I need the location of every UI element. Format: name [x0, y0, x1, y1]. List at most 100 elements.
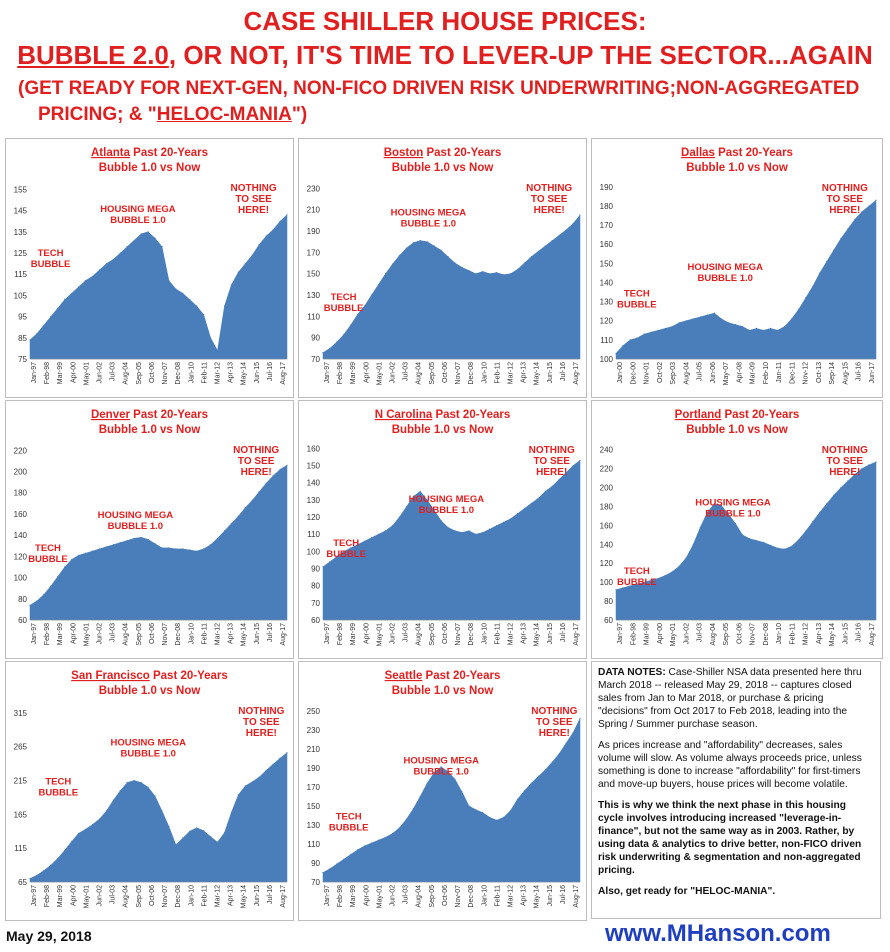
data-point — [475, 809, 477, 811]
data-point — [579, 214, 581, 216]
chart-annotation: TECH BUBBLE — [31, 248, 71, 270]
data-point — [461, 266, 463, 268]
chart-title: N Carolina Past 20-Years — [375, 409, 511, 421]
data-point — [770, 327, 772, 329]
data-point — [175, 844, 177, 846]
data-point — [496, 819, 498, 821]
x-tick-label: Mar-99 — [350, 362, 357, 384]
annotation-line: TO SEE — [531, 194, 568, 205]
x-tick-label: Feb-98 — [630, 623, 637, 645]
data-point — [579, 717, 581, 719]
data-point — [230, 284, 232, 286]
data-point — [140, 781, 142, 784]
data-point — [671, 325, 673, 328]
data-point — [523, 507, 525, 510]
data-point — [50, 316, 52, 318]
x-tick-label: Apr-13 — [228, 623, 235, 644]
x-tick-label: Jan-10 — [776, 623, 783, 645]
chart-title: Atlanta Past 20-Years — [91, 147, 208, 159]
data-point — [43, 324, 45, 326]
annotation-line: HOUSING MEGA — [391, 208, 467, 219]
data-point — [713, 312, 715, 314]
x-tick-label: Jan-00 — [617, 362, 624, 384]
data-point — [210, 337, 212, 339]
data-point — [210, 836, 212, 838]
data-point — [71, 840, 73, 842]
chart-title-suffix: Past 20-Years — [432, 409, 510, 421]
x-tick-label: Aug-17 — [573, 362, 580, 385]
x-tick-label: Jun-15 — [254, 623, 261, 645]
data-point — [558, 234, 560, 236]
data-point — [503, 274, 505, 276]
data-point — [98, 269, 101, 271]
y-tick-label: 170 — [307, 248, 321, 257]
data-point — [196, 827, 198, 829]
chart-subtitle: Bubble 1.0 vs Now — [686, 162, 788, 174]
x-tick-label: Jun-02 — [390, 623, 397, 645]
data-point — [713, 503, 715, 505]
data-point — [496, 525, 498, 527]
annotation-line: BUBBLE 1.0 — [401, 219, 456, 230]
data-point — [482, 812, 484, 814]
data-point — [168, 825, 170, 828]
x-tick-label: Feb-10 — [763, 362, 770, 384]
data-point — [175, 548, 177, 550]
y-tick-label: 145 — [14, 207, 28, 216]
data-point — [447, 526, 449, 528]
x-tick-label: Sep-05 — [136, 623, 143, 646]
data-point — [391, 525, 394, 527]
data-point — [741, 534, 744, 536]
page-subtitle-line-1: (GET READY FOR NEXT-GEN, NON-FICO DRIVEN… — [18, 78, 860, 99]
data-point — [223, 832, 226, 834]
x-tick-label: Nov-07 — [455, 885, 462, 908]
x-tick-label: Aug-04 — [683, 362, 690, 385]
chart-subtitle: Bubble 1.0 vs Now — [686, 424, 788, 436]
chart-svg: San Francisco Past 20-Years Bubble 1.0 vs… — [14, 670, 288, 908]
x-tick-label: Aug-17 — [280, 885, 287, 908]
data-point — [622, 587, 624, 589]
data-point — [615, 352, 617, 354]
x-tick-label: Jun-15 — [254, 885, 261, 907]
y-tick-label: 220 — [600, 465, 614, 474]
data-point — [78, 832, 80, 834]
data-point — [237, 271, 239, 273]
annotation-line: TECH — [333, 538, 359, 549]
data-point — [516, 513, 519, 515]
x-tick-label: Mar-12 — [215, 623, 222, 645]
chart-annotation: HOUSING MEGA BUBBLE 1.0 — [687, 262, 763, 284]
data-point — [36, 874, 38, 876]
footer-website-link[interactable]: www.MHanson.com — [605, 920, 831, 947]
x-tick-label: Apr-13 — [521, 885, 528, 906]
x-tick-label: Apr-13 — [816, 623, 823, 644]
x-tick-label: Aug-17 — [573, 885, 580, 908]
data-point — [622, 345, 624, 347]
data-point — [336, 555, 338, 558]
x-tick-label: May-01 — [376, 885, 383, 908]
chart-annotation: TECH BUBBLE — [326, 538, 366, 560]
series-area — [29, 214, 288, 360]
data-point — [182, 292, 184, 294]
x-tick-label: Jul-16 — [856, 623, 863, 642]
data-point — [57, 575, 59, 578]
x-tick-label: Jan-10 — [481, 362, 488, 384]
annotation-line: NOTHING — [822, 183, 868, 194]
data-point — [433, 772, 435, 774]
y-tick-label: 140 — [14, 531, 28, 540]
data-point — [343, 333, 345, 336]
data-point — [378, 839, 380, 841]
chart-title: Portland Past 20-Years — [675, 409, 800, 421]
x-tick-label: Feb-98 — [337, 362, 344, 384]
data-point — [475, 273, 477, 275]
chart-svg: Atlanta Past 20-Years Bubble 1.0 vs Now 75… — [14, 147, 288, 385]
y-tick-label: 140 — [307, 479, 321, 488]
annotation-line: TECH — [38, 248, 64, 259]
x-tick-label: Aug-17 — [280, 623, 287, 646]
data-point — [791, 318, 793, 320]
y-tick-label: 60 — [604, 616, 613, 625]
data-point — [64, 299, 66, 301]
data-point — [565, 742, 567, 744]
chart-svg: Seattle Past 20-Years Bubble 1.0 vs Now 70… — [307, 670, 581, 908]
data-point — [322, 566, 324, 568]
x-tick-label: Jun-02 — [97, 623, 104, 645]
data-point — [685, 320, 687, 322]
